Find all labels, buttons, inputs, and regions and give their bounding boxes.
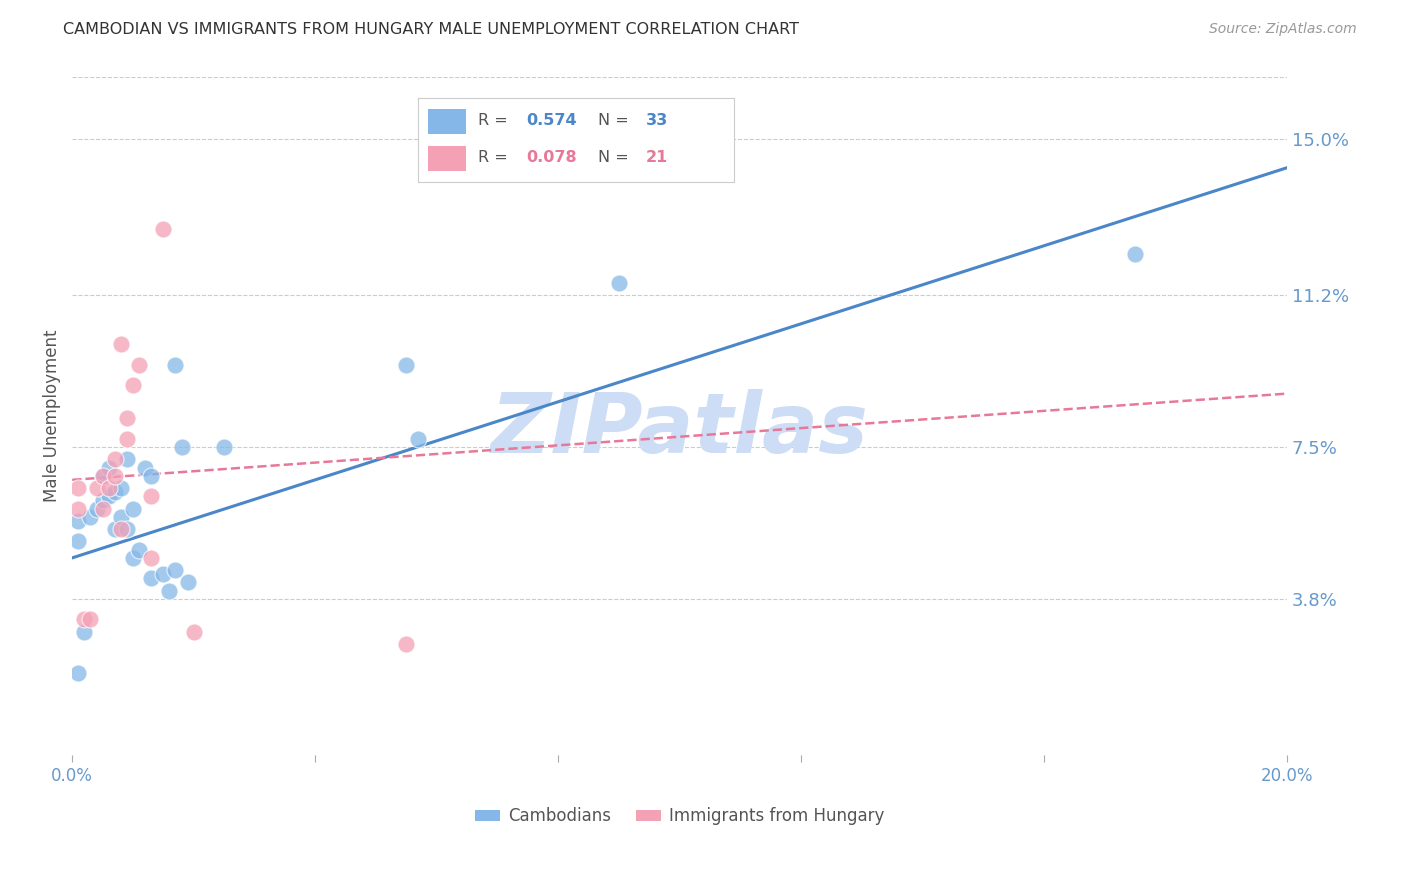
- Point: [110, 509, 132, 524]
- Point: [165, 563, 187, 577]
- Point: [73, 624, 96, 639]
- Point: [170, 440, 193, 454]
- Text: Source: ZipAtlas.com: Source: ZipAtlas.com: [1209, 22, 1357, 37]
- Point: [79, 612, 101, 626]
- Point: [134, 460, 156, 475]
- Text: CAMBODIAN VS IMMIGRANTS FROM HUNGARY MALE UNEMPLOYMENT CORRELATION CHART: CAMBODIAN VS IMMIGRANTS FROM HUNGARY MAL…: [63, 22, 799, 37]
- Point: [67, 501, 90, 516]
- Point: [97, 481, 120, 495]
- Point: [122, 501, 145, 516]
- Point: [110, 522, 132, 536]
- Point: [212, 440, 235, 454]
- Legend: Cambodians, Immigrants from Hungary: Cambodians, Immigrants from Hungary: [468, 800, 891, 832]
- Point: [165, 358, 187, 372]
- Point: [157, 583, 180, 598]
- Point: [122, 550, 145, 565]
- Point: [141, 550, 163, 565]
- Point: [104, 452, 127, 467]
- Point: [176, 575, 198, 590]
- Point: [141, 468, 163, 483]
- Point: [152, 222, 174, 236]
- Point: [97, 489, 120, 503]
- Point: [91, 493, 114, 508]
- Point: [115, 452, 138, 467]
- Point: [86, 501, 108, 516]
- Point: [152, 567, 174, 582]
- Point: [73, 612, 96, 626]
- Point: [104, 485, 127, 500]
- Point: [395, 637, 418, 651]
- Point: [141, 571, 163, 585]
- Point: [141, 489, 163, 503]
- Point: [122, 378, 145, 392]
- Point: [79, 509, 101, 524]
- Point: [104, 522, 127, 536]
- Point: [104, 468, 127, 483]
- Point: [115, 411, 138, 425]
- Point: [91, 501, 114, 516]
- Point: [91, 468, 114, 483]
- Point: [128, 358, 150, 372]
- Y-axis label: Male Unemployment: Male Unemployment: [44, 330, 60, 502]
- Point: [128, 542, 150, 557]
- Point: [67, 534, 90, 549]
- Point: [110, 337, 132, 351]
- Point: [607, 276, 630, 290]
- Point: [115, 432, 138, 446]
- Point: [86, 481, 108, 495]
- Point: [183, 624, 205, 639]
- Point: [1123, 247, 1146, 261]
- Point: [67, 665, 90, 680]
- Point: [115, 522, 138, 536]
- Point: [395, 358, 418, 372]
- Text: ZIPatlas: ZIPatlas: [491, 389, 869, 470]
- Point: [97, 460, 120, 475]
- Point: [67, 481, 90, 495]
- Point: [67, 514, 90, 528]
- Point: [408, 432, 430, 446]
- Point: [91, 468, 114, 483]
- Point: [110, 481, 132, 495]
